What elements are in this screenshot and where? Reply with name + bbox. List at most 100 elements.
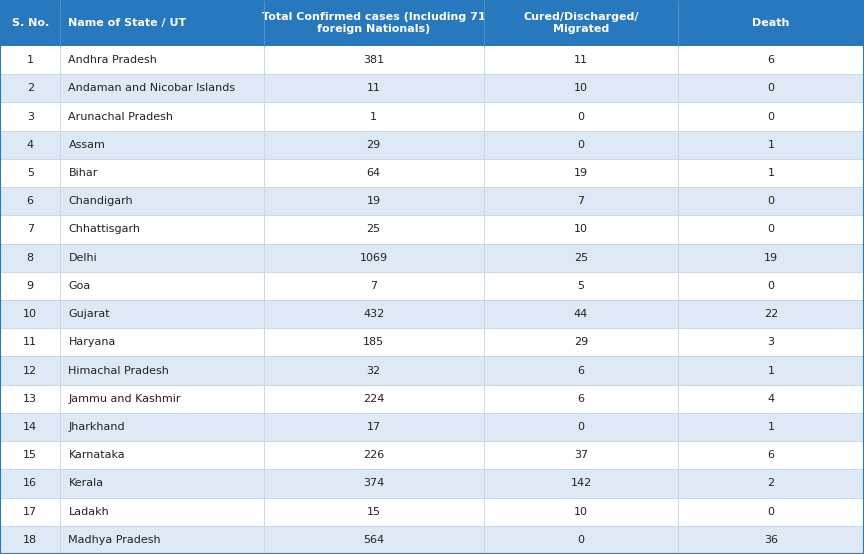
Text: Bihar: Bihar xyxy=(68,168,98,178)
Text: 12: 12 xyxy=(23,366,37,376)
Text: 19: 19 xyxy=(764,253,778,263)
Text: 14: 14 xyxy=(23,422,37,432)
Text: 185: 185 xyxy=(363,337,384,347)
Bar xyxy=(0,497,864,526)
Bar xyxy=(0,74,864,102)
Text: 1069: 1069 xyxy=(359,253,388,263)
Bar xyxy=(0,384,864,413)
Text: 432: 432 xyxy=(363,309,384,319)
Text: 4: 4 xyxy=(767,394,775,404)
Text: 3: 3 xyxy=(27,111,34,121)
Text: Karnataka: Karnataka xyxy=(68,450,125,460)
Bar xyxy=(0,216,864,244)
Text: Cured/Discharged/
Migrated: Cured/Discharged/ Migrated xyxy=(524,12,638,34)
Text: 7: 7 xyxy=(577,196,585,206)
Text: 564: 564 xyxy=(363,535,384,545)
Bar xyxy=(0,356,864,384)
Text: 1: 1 xyxy=(767,140,775,150)
Text: Assam: Assam xyxy=(68,140,105,150)
Text: 0: 0 xyxy=(767,281,775,291)
Bar xyxy=(0,0,864,46)
Text: 16: 16 xyxy=(23,479,37,489)
Text: 0: 0 xyxy=(767,196,775,206)
Text: 142: 142 xyxy=(570,479,592,489)
Text: 19: 19 xyxy=(366,196,381,206)
Text: 6: 6 xyxy=(767,450,775,460)
Text: 0: 0 xyxy=(577,111,585,121)
Text: Andhra Pradesh: Andhra Pradesh xyxy=(68,55,157,65)
Text: 29: 29 xyxy=(366,140,381,150)
Text: 3: 3 xyxy=(767,337,775,347)
Text: Ladakh: Ladakh xyxy=(68,507,109,517)
Text: Death: Death xyxy=(753,18,790,28)
Text: 1: 1 xyxy=(370,111,378,121)
Text: 37: 37 xyxy=(574,450,588,460)
Text: 10: 10 xyxy=(574,507,588,517)
Bar xyxy=(0,413,864,441)
Text: Himachal Pradesh: Himachal Pradesh xyxy=(68,366,169,376)
Text: Haryana: Haryana xyxy=(68,337,116,347)
Text: Gujarat: Gujarat xyxy=(68,309,110,319)
Bar xyxy=(0,159,864,187)
Text: 226: 226 xyxy=(363,450,384,460)
Bar xyxy=(0,469,864,497)
Text: 17: 17 xyxy=(23,507,37,517)
Bar xyxy=(0,244,864,272)
Text: 10: 10 xyxy=(23,309,37,319)
Text: Delhi: Delhi xyxy=(68,253,98,263)
Text: 32: 32 xyxy=(366,366,381,376)
Text: 0: 0 xyxy=(767,111,775,121)
Text: 17: 17 xyxy=(366,422,381,432)
Text: 10: 10 xyxy=(574,224,588,234)
Text: 374: 374 xyxy=(363,479,384,489)
Text: Chhattisgarh: Chhattisgarh xyxy=(68,224,141,234)
Text: 6: 6 xyxy=(577,366,585,376)
Text: 11: 11 xyxy=(23,337,37,347)
Text: Goa: Goa xyxy=(68,281,91,291)
Text: Andaman and Nicobar Islands: Andaman and Nicobar Islands xyxy=(68,83,236,93)
Text: 11: 11 xyxy=(574,55,588,65)
Bar xyxy=(0,131,864,159)
Text: 224: 224 xyxy=(363,394,384,404)
Text: 15: 15 xyxy=(366,507,381,517)
Text: Name of State / UT: Name of State / UT xyxy=(68,18,187,28)
Text: 25: 25 xyxy=(574,253,588,263)
Text: 2: 2 xyxy=(767,479,775,489)
Text: 18: 18 xyxy=(23,535,37,545)
Text: S. No.: S. No. xyxy=(11,18,49,28)
Bar xyxy=(0,441,864,469)
Text: Chandigarh: Chandigarh xyxy=(68,196,133,206)
Text: 6: 6 xyxy=(767,55,775,65)
Text: 2: 2 xyxy=(27,83,34,93)
Text: 1: 1 xyxy=(767,168,775,178)
Text: 0: 0 xyxy=(577,140,585,150)
Bar xyxy=(0,187,864,216)
Text: 11: 11 xyxy=(366,83,381,93)
Bar xyxy=(0,300,864,328)
Bar xyxy=(0,102,864,131)
Text: 9: 9 xyxy=(27,281,34,291)
Text: 5: 5 xyxy=(27,168,34,178)
Bar xyxy=(0,328,864,356)
Text: 0: 0 xyxy=(767,224,775,234)
Text: 25: 25 xyxy=(366,224,381,234)
Text: 4: 4 xyxy=(27,140,34,150)
Text: 6: 6 xyxy=(27,196,34,206)
Text: 64: 64 xyxy=(366,168,381,178)
Text: 36: 36 xyxy=(764,535,778,545)
Text: 0: 0 xyxy=(577,422,585,432)
Text: 1: 1 xyxy=(767,422,775,432)
Text: 22: 22 xyxy=(764,309,778,319)
Bar xyxy=(0,46,864,74)
Text: 0: 0 xyxy=(767,507,775,517)
Text: 5: 5 xyxy=(577,281,585,291)
Text: 15: 15 xyxy=(23,450,37,460)
Text: 381: 381 xyxy=(363,55,384,65)
Text: 1: 1 xyxy=(27,55,34,65)
Text: 0: 0 xyxy=(767,83,775,93)
Text: 19: 19 xyxy=(574,168,588,178)
Text: Madhya Pradesh: Madhya Pradesh xyxy=(68,535,161,545)
Text: Kerala: Kerala xyxy=(68,479,104,489)
Text: 1: 1 xyxy=(767,366,775,376)
Bar xyxy=(0,272,864,300)
